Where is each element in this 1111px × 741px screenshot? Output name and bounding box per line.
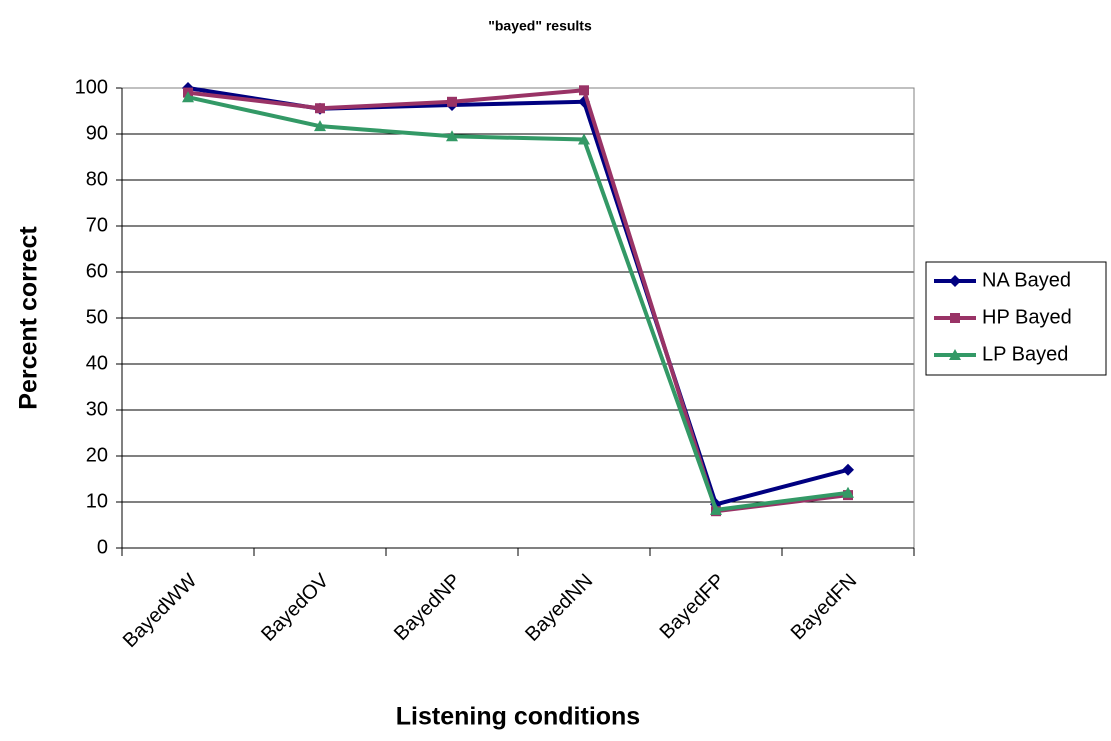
series xyxy=(182,82,854,511)
chart-title: "bayed" results xyxy=(488,18,592,34)
marker xyxy=(950,313,960,323)
legend-label: HP Bayed xyxy=(982,306,1072,328)
legend-label: LP Bayed xyxy=(982,343,1068,365)
marker xyxy=(447,96,457,107)
marker xyxy=(949,349,961,360)
marker xyxy=(446,130,458,142)
x-tick-label: BayedNP xyxy=(390,570,465,645)
y-tick-label: 100 xyxy=(75,76,108,98)
x-axis-label: Listening conditions xyxy=(396,703,640,731)
y-tick-label: 40 xyxy=(86,352,108,374)
x-tick-label: BayedFP xyxy=(656,570,730,644)
y-tick-label: 0 xyxy=(97,536,108,558)
marker xyxy=(182,91,194,103)
y-tick-label: 20 xyxy=(86,444,108,466)
series-line xyxy=(187,88,849,514)
y-tick-label: 70 xyxy=(86,214,108,236)
marker xyxy=(842,486,854,498)
marker xyxy=(579,85,589,96)
x-tick-label: BayedOV xyxy=(257,569,334,646)
series xyxy=(183,85,853,517)
y-tick-label: 60 xyxy=(86,260,108,282)
marker xyxy=(949,275,961,287)
x-tick-label: BayedFN xyxy=(787,570,862,645)
series-line xyxy=(187,95,849,513)
y-tick-label: 30 xyxy=(86,398,108,420)
x-tick-label: BayedWW xyxy=(119,570,201,652)
marker xyxy=(578,133,590,145)
series-line xyxy=(187,86,849,507)
y-tick-label: 10 xyxy=(86,490,108,512)
marker xyxy=(314,120,326,132)
y-tick-label: 80 xyxy=(86,168,108,190)
marker xyxy=(842,463,854,476)
marker xyxy=(315,103,325,114)
marker xyxy=(710,503,722,515)
x-tick-label: BayedNN xyxy=(521,570,597,646)
y-axis-label: Percent correct xyxy=(15,226,43,410)
series xyxy=(182,91,854,515)
y-tick-label: 50 xyxy=(86,306,108,328)
legend-label: NA Bayed xyxy=(982,269,1071,291)
y-tick-label: 90 xyxy=(86,122,108,144)
